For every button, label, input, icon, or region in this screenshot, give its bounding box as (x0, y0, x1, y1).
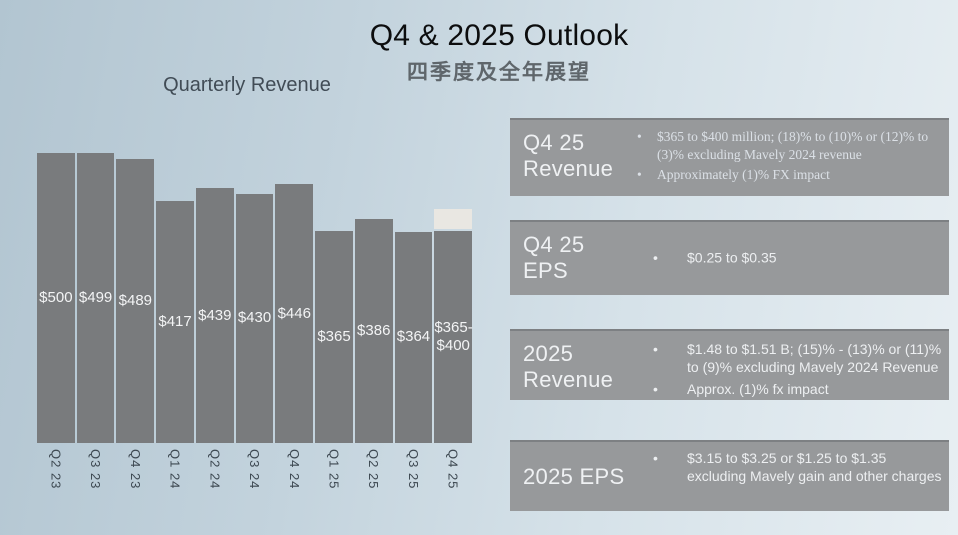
outlook-bullet: $365 to $400 million; (18)% to (10)% or … (632, 128, 941, 163)
bar-fill: $500 (37, 152, 75, 443)
outlook-box-title: 2025 EPS (523, 463, 625, 489)
bar-fill: $365 (315, 231, 353, 443)
bar-q3-24: $430 (235, 193, 274, 443)
bar-value-label: $365- $400 (434, 319, 473, 355)
outlook-bullet: $3.15 to $3.25 or $1.25 to $1.35 excludi… (645, 449, 943, 486)
bar-q1-25: $365 (315, 231, 353, 443)
outlook-bullet-list: $365 to $400 million; (18)% to (10)% or … (632, 128, 941, 187)
bar-value-label: $365 (317, 328, 351, 346)
bar-q3-23: $499 (76, 153, 115, 443)
bar-value-label: $386 (357, 322, 391, 340)
bar-fill: $386 (354, 219, 393, 443)
bar-value-label: $489 (118, 292, 153, 310)
bar-value-label: $500 (39, 288, 73, 306)
bar-q3-25: $364 (394, 231, 433, 443)
bar-value-label: $417 (158, 313, 192, 331)
x-axis-label: Q4 25 (434, 449, 472, 489)
x-axis-label: Q4 23 (116, 449, 154, 489)
x-axis-label-text: Q4 25 (445, 449, 461, 490)
bar-q1-24: $417 (156, 201, 194, 443)
slide-title: Q4 & 2025 Outlook (369, 19, 629, 52)
x-axis-label-text: Q1 24 (167, 449, 183, 490)
x-axis-label: Q1 25 (315, 449, 353, 489)
bar-value-label: $439 (198, 306, 232, 324)
bar-fill: $446 (275, 184, 314, 443)
outlook-bullet-list: $0.25 to $0.35 (645, 248, 941, 269)
chart-title: Quarterly Revenue (163, 74, 331, 96)
outlook-box-q4-25-revenue: Q4 25 Revenue $365 to $400 million; (18)%… (510, 118, 949, 196)
x-axis-label: Q4 24 (275, 449, 313, 489)
outlook-bullet: $0.25 to $0.35 (645, 248, 941, 267)
bar-q2-25: $386 (354, 219, 393, 443)
outlook-bullet: $1.48 to $1.51 B; (15)% - (13)% or (11)%… (645, 340, 943, 377)
bar-fill: $430 (235, 193, 274, 443)
x-axis-label: Q3 25 (395, 449, 433, 489)
bar-fill: $499 (76, 153, 115, 443)
bar-value-label: $430 (237, 309, 272, 327)
bar-fill: $364 (394, 231, 433, 443)
outlook-box-2025-revenue: 2025 Revenue $1.48 to $1.51 B; (15)% - (1… (510, 329, 949, 400)
bar-q4-25: $365- $400 (434, 208, 473, 443)
bar-q2-24: $439 (195, 188, 234, 443)
x-axis-label-text: Q2 25 (366, 449, 382, 490)
x-axis-label: Q2 25 (355, 449, 393, 489)
x-axis-label: Q2 24 (196, 449, 234, 489)
bar-q4-24: $446 (275, 184, 314, 443)
x-axis-label: Q3 23 (77, 449, 115, 489)
bar-q4-23: $489 (116, 159, 155, 443)
x-axis-label-text: Q4 24 (286, 449, 302, 490)
x-axis-label-text: Q2 23 (48, 449, 64, 490)
bar-q2-23: $500 (37, 152, 75, 443)
x-axis-label-text: Q3 25 (405, 449, 421, 490)
bar-value-label: $446 (277, 304, 311, 322)
bar-fill: $365- $400 (434, 231, 473, 443)
outlook-bullet-list: $1.48 to $1.51 B; (15)% - (13)% or (11)%… (645, 340, 943, 401)
bar-value-label: $364 (396, 328, 431, 346)
bar-fill: $489 (116, 159, 155, 443)
x-axis-label-text: Q2 24 (207, 449, 223, 490)
bar-chart: $500 $499 $489 $417 $439 $430 $446 $365 $386 $364… (37, 150, 473, 443)
outlook-box-q4-25-eps: Q4 25 EPS $0.25 to $0.35 (510, 220, 949, 295)
outlook-bullet: Approx. (1)% fx impact (645, 380, 943, 399)
bar-value-label: $499 (78, 289, 113, 307)
outlook-bullet-list: $3.15 to $3.25 or $1.25 to $1.35 excludi… (645, 449, 943, 489)
x-axis-labels: Q2 23 Q3 23 Q4 23 Q1 24 Q2 24 Q3 24 Q4 24 Q1 25… (37, 449, 472, 489)
bar-fill: $439 (195, 188, 234, 443)
x-axis-label-text: Q1 25 (326, 449, 342, 490)
x-axis-label-text: Q4 23 (127, 449, 143, 490)
x-axis-label: Q2 23 (37, 449, 75, 489)
forecast-range-cap (434, 208, 473, 230)
x-axis-label: Q1 24 (156, 449, 194, 489)
x-axis-label-text: Q3 23 (88, 449, 104, 490)
x-axis-label: Q3 24 (236, 449, 274, 489)
bar-fill: $417 (156, 201, 194, 443)
outlook-box-title: Q4 25 Revenue (523, 130, 614, 181)
outlook-box-2025-eps: 2025 EPS $3.15 to $3.25 or $1.25 to $1.35… (510, 440, 949, 511)
slide-subtitle-chinese: 四季度及全年展望 (407, 61, 591, 84)
x-axis-label-text: Q3 24 (247, 449, 263, 490)
outlook-box-title: Q4 25 EPS (523, 232, 585, 283)
outlook-box-title: 2025 Revenue (523, 341, 614, 392)
outlook-bullet: Approximately (1)% FX impact (632, 166, 941, 184)
